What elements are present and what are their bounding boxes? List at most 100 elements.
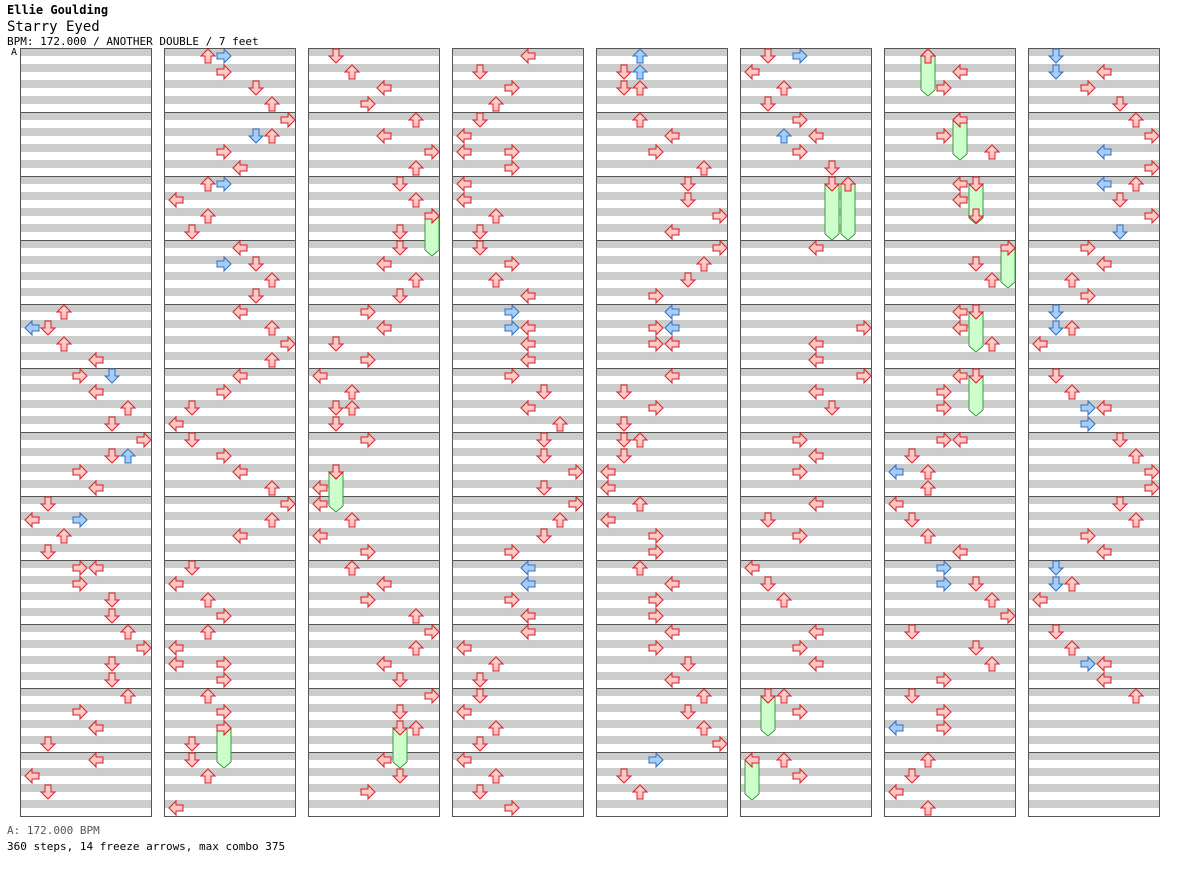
beat-stripe [308,592,440,600]
beat-stripe [596,704,728,712]
step-right-arrow [72,703,88,721]
beat-stripe [596,688,728,696]
footer-bpm: A: 172.000 BPM [7,824,100,837]
step-left-arrow [88,751,104,769]
step-left-arrow [600,479,616,497]
beat-stripe [884,112,1016,120]
beat-stripe [452,528,584,536]
beat-stripe [452,368,584,376]
step-down-arrow [1111,96,1129,112]
beat-stripe [884,400,1016,408]
beat-stripe [1028,240,1160,248]
beat-stripe [596,352,728,360]
step-down-arrow [679,192,697,208]
step-right-arrow [216,607,232,625]
step-up-arrow [775,688,793,704]
step-right-arrow [504,159,520,177]
beat-stripe [596,608,728,616]
beat-stripe [164,448,296,456]
step-left-arrow [520,607,536,625]
beat-stripe [308,528,440,536]
beat-stripe [452,464,584,472]
step-left-arrow [952,303,968,321]
step-left-arrow [456,127,472,145]
step-left-arrow [24,767,40,785]
beat-stripe [164,336,296,344]
beat-stripe [884,240,1016,248]
beat-stripe [308,768,440,776]
beat-stripe [596,272,728,280]
step-down-arrow [679,656,697,672]
step-down-arrow [471,112,489,128]
step-down-arrow [535,384,553,400]
beat-stripe [1028,496,1160,504]
beat-stripe [308,256,440,264]
step-down-arrow [823,160,841,176]
step-left-arrow [888,463,904,481]
step-up-arrow [407,192,425,208]
step-up-arrow [343,384,361,400]
beat-stripe [308,112,440,120]
beat-stripe [596,576,728,584]
beat-stripe [164,416,296,424]
beat-stripe [452,496,584,504]
step-down-arrow [679,704,697,720]
step-left-arrow [312,495,328,513]
beat-stripe [308,128,440,136]
step-left-arrow [808,239,824,257]
step-left-arrow [520,575,536,593]
step-left-arrow [808,127,824,145]
step-right-arrow [1080,527,1096,545]
step-down-arrow [471,64,489,80]
step-right-arrow [712,239,728,257]
beat-stripe [452,736,584,744]
beat-stripe [740,64,872,72]
beat-stripe [596,368,728,376]
step-right-arrow [360,591,376,609]
beat-stripe [308,784,440,792]
beat-stripe [1028,320,1160,328]
beat-stripe [1028,672,1160,680]
beat-stripe [308,160,440,168]
step-right-arrow [216,175,232,193]
freeze-arrow [967,368,985,417]
freeze-arrow [967,304,985,353]
step-left-arrow [1096,255,1112,273]
beat-stripe [20,368,152,376]
beat-stripe [740,288,872,296]
step-up-arrow [775,752,793,768]
beat-stripe [20,640,152,648]
beat-stripe [740,656,872,664]
beat-stripe [20,208,152,216]
beat-stripe [1028,768,1160,776]
step-up-arrow [263,320,281,336]
beat-stripe [20,400,152,408]
beat-stripe [308,448,440,456]
step-down-arrow [1047,320,1065,336]
step-up-arrow [919,752,937,768]
beat-stripe [164,128,296,136]
step-left-arrow [888,495,904,513]
step-right-arrow [792,639,808,657]
column-border [452,48,584,817]
step-up-arrow [695,256,713,272]
step-down-arrow [183,224,201,240]
step-right-arrow [136,431,152,449]
step-left-arrow [456,751,472,769]
step-left-arrow [456,703,472,721]
beat-stripe [740,480,872,488]
beat-stripe [308,608,440,616]
step-down-arrow [967,576,985,592]
step-right-arrow [936,127,952,145]
beat-stripe [740,48,872,56]
beat-stripe [884,320,1016,328]
step-left-arrow [520,623,536,641]
step-up-arrow [119,688,137,704]
beat-stripe [740,576,872,584]
beat-stripe [20,192,152,200]
beat-stripe [452,608,584,616]
step-down-arrow [39,320,57,336]
step-up-arrow [919,800,937,816]
step-right-arrow [1144,479,1160,497]
step-up-arrow [1127,448,1145,464]
